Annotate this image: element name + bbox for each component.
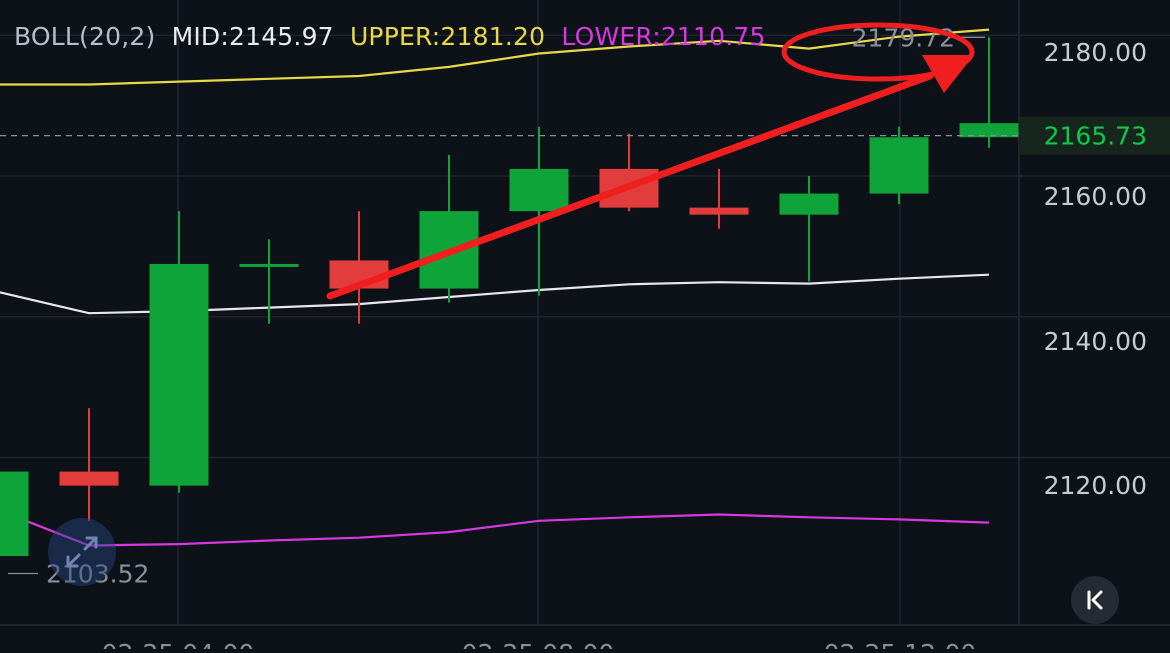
current-price-label: 2165.73 <box>1044 122 1147 151</box>
candle <box>329 211 389 324</box>
indicator-name: BOLL(20,2) <box>14 22 156 51</box>
boll-upper-value: UPPER:2181.20 <box>349 22 546 51</box>
candle-body <box>779 193 839 215</box>
candle <box>689 168 749 229</box>
current-price-badge <box>1019 116 1170 155</box>
price-tick: 2140.00 <box>1044 327 1147 356</box>
candle <box>0 471 29 557</box>
price-tick: 2160.00 <box>1044 182 1147 211</box>
candle-body <box>869 137 929 194</box>
time-tick: 02-25 08:00 <box>462 639 615 649</box>
candle <box>149 211 209 493</box>
boll-mid-value: MID:2145.97 <box>171 22 334 51</box>
expand-chart-button[interactable] <box>48 518 116 586</box>
low-price-marker: 2103.52 <box>46 559 149 588</box>
candle-body <box>509 168 569 212</box>
boll-lower-value: LOWER:2110.75 <box>561 22 766 51</box>
lower-band-line <box>0 509 990 547</box>
candle-body <box>689 207 749 215</box>
candle <box>869 126 929 205</box>
price-markers: 2165.73 2179.72 2103.52 <box>0 23 1170 588</box>
candle <box>779 175 839 282</box>
price-tick: 2120.00 <box>1044 471 1147 500</box>
expand-arrows-icon <box>66 536 98 568</box>
mid-band-line <box>0 273 990 315</box>
candle <box>959 37 1019 148</box>
candle-body <box>239 263 299 267</box>
candle <box>419 154 479 303</box>
collapse-chevron-icon <box>1087 590 1103 610</box>
upper-band-line <box>0 28 990 86</box>
candle-body <box>0 471 29 557</box>
candle <box>59 408 119 521</box>
price-tick: 2180.00 <box>1044 38 1147 67</box>
candle-body <box>59 471 119 486</box>
collapse-panel-button[interactable] <box>1071 576 1119 624</box>
annotation-ellipse <box>781 22 975 82</box>
time-tick: 02-25 04:00 <box>102 639 255 649</box>
indicator-legend: BOLL(20,2) MID:2145.97 UPPER:2181.20 LOW… <box>14 22 774 51</box>
candles <box>0 37 1019 557</box>
time-tick: 02-25 12:00 <box>824 639 977 649</box>
candle-body <box>959 123 1019 138</box>
candle <box>599 133 659 212</box>
candle-body <box>149 263 209 486</box>
annotation <box>326 22 975 300</box>
candle <box>239 239 299 324</box>
annotation-arrow-shaft <box>326 72 934 300</box>
annotation-arrowhead <box>922 55 974 93</box>
candle <box>509 126 569 296</box>
